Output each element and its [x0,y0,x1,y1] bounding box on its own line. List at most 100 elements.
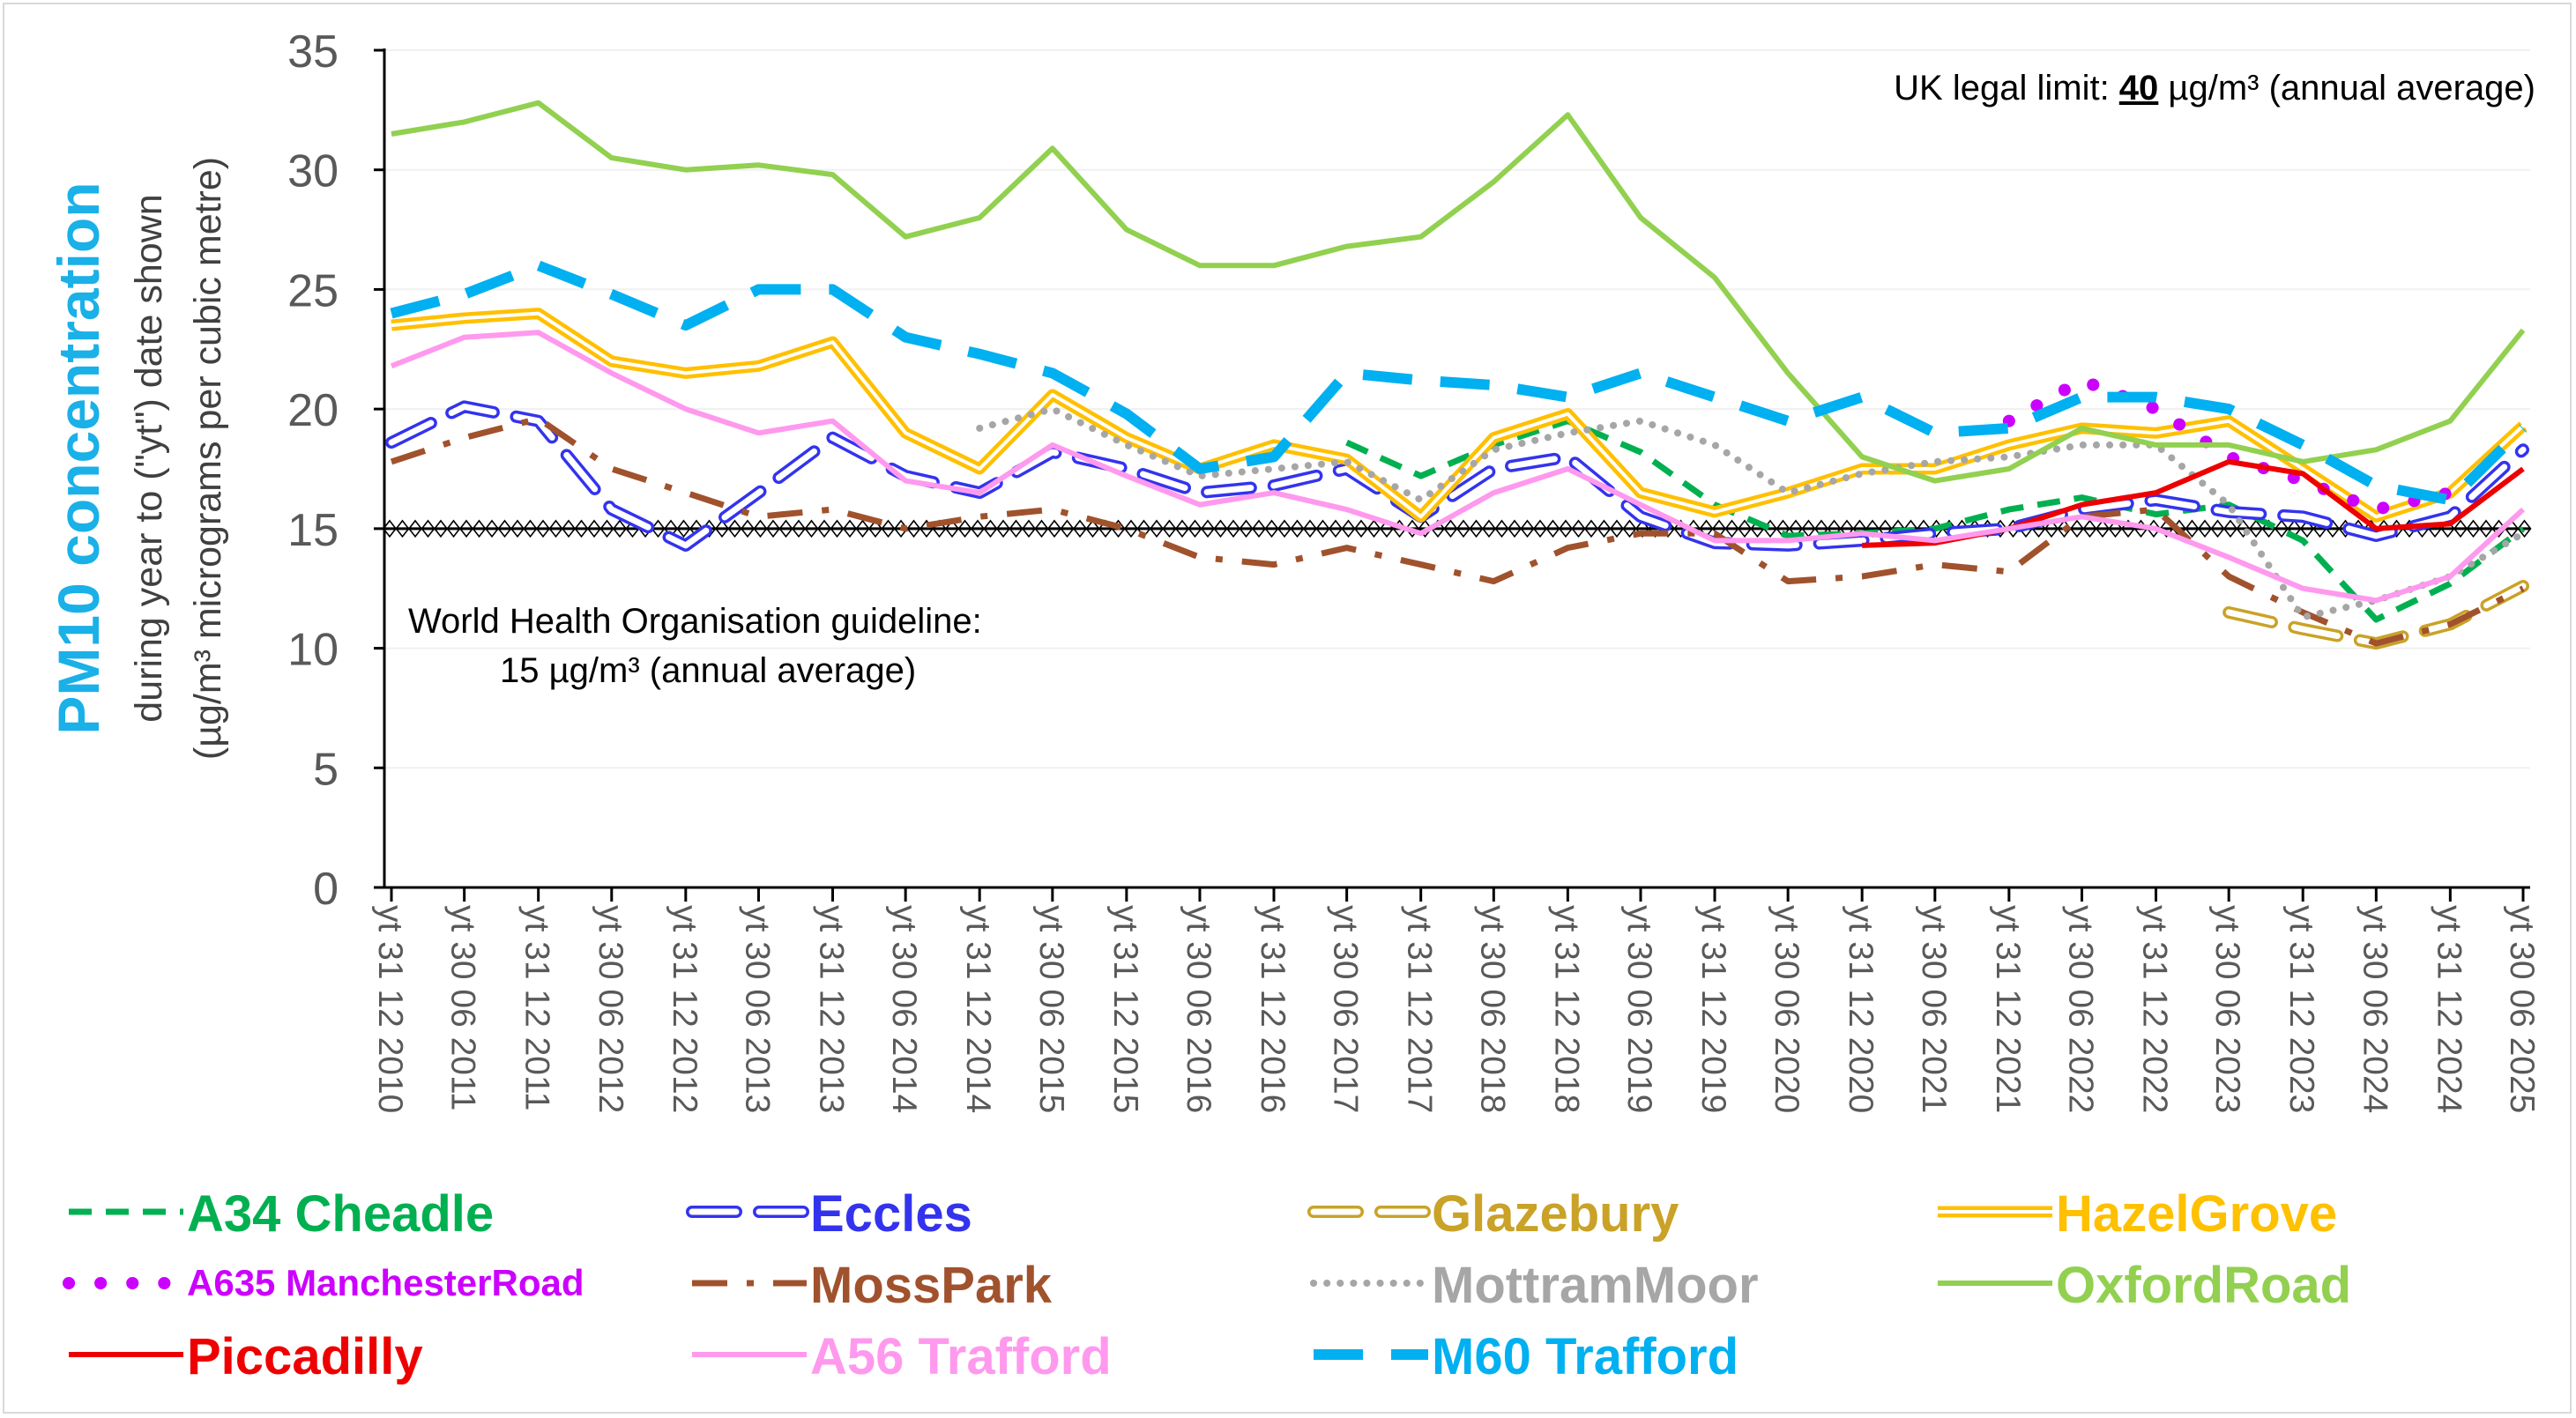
who-guideline-marker [407,519,423,538]
who-guideline-marker [1021,519,1037,538]
legend-label: A56 Trafford [810,1328,1112,1385]
legend-label: M60 Trafford [1432,1328,1738,1385]
series-line [976,405,2527,621]
who-guideline-marker [1149,519,1165,538]
legend-label: Eccles [810,1185,972,1243]
series-line [390,260,2528,506]
who-guideline-marker [2197,519,2213,538]
data-point [2155,508,2158,511]
who-guideline-marker [1494,519,1509,538]
who-guideline-marker [1558,519,1574,538]
who-guideline-marker [1251,519,1267,538]
data-point [1566,431,1569,434]
who-annotation-line2: 15 µg/m³ (annual average) [500,651,916,690]
series-mosspark [390,415,2525,647]
who-guideline-marker [1634,519,1650,538]
who-guideline-marker [497,519,512,538]
x-tick-label: yt 31 12 2011 [518,905,556,1110]
who-guideline-marker [957,519,972,538]
data-point [831,508,835,511]
who-guideline-marker [2185,519,2200,538]
uk-limit-suffix: µg/m³ (annual average) [2158,69,2535,108]
who-guideline-marker [1481,519,1497,538]
who-guideline-marker [2236,519,2251,538]
who-guideline-marker [983,519,998,538]
legend-label: OxfordRoad [2056,1257,2351,1314]
who-guideline-marker [2108,519,2123,538]
series-mottrammoor [976,405,2527,621]
data-point [2301,479,2304,483]
data-point [1345,371,1349,375]
who-guideline-marker [2248,519,2264,538]
who-guideline-marker [676,519,691,538]
who-guideline-marker [510,519,525,538]
series-eccles [385,400,2529,552]
data-point [463,436,466,440]
who-guideline-marker [906,519,921,538]
legend-item: Piccadilly [69,1328,423,1385]
who-guideline-marker [1737,519,1753,538]
data-point [1933,431,1937,434]
legend-item: A56 Trafford [692,1328,1112,1385]
who-guideline-marker [1622,519,1637,538]
series-lines [385,100,2529,650]
who-guideline-marker [523,519,538,538]
who-guideline-marker [855,519,870,538]
series-a56-trafford [390,330,2526,604]
x-tick-label: yt 30 06 2011 [444,905,482,1110]
x-tick-label: yt 31 12 2020 [1842,905,1880,1113]
who-guideline-marker [1609,519,1625,538]
x-tick-label: yt 30 06 2013 [738,905,776,1113]
who-guideline-marker [484,519,500,538]
who-guideline-marker [1353,519,1369,538]
x-tick-label: yt 31 12 2019 [1694,905,1732,1113]
who-guideline-marker [1046,519,1062,538]
x-tick-label: yt 30 06 2012 [592,905,629,1113]
who-guideline-marker [574,519,589,538]
who-guideline-marker [842,519,858,538]
x-tick-label: yt 31 12 2013 [812,905,850,1113]
legend-item: MossPark [692,1257,1053,1314]
who-guideline-marker [740,519,756,538]
who-guideline-marker [1200,519,1216,538]
who-guideline-marker [1290,519,1305,538]
x-tick-label: yt 30 06 2023 [2208,905,2246,1113]
x-tick-label: yt 31 12 2021 [1989,905,2027,1113]
who-guideline-marker [778,519,793,538]
x-tick-label: yt 30 06 2025 [2503,905,2541,1113]
who-guideline-marker [382,519,398,538]
series-line [1345,418,2526,623]
who-guideline-marker [446,519,461,538]
legend-item: M60 Trafford [1314,1328,1738,1385]
who-annotation-line1: World Health Organisation guideline: [408,602,982,641]
x-tick-label: yt 30 06 2014 [885,905,923,1113]
y-tick-labels: 0 5 10 15 20 25 30 35 [287,26,339,915]
legend-item: A34 Cheadle [69,1185,494,1243]
who-guideline-marker [535,519,551,538]
who-guideline-marker [830,519,845,538]
who-guideline-marker [816,519,832,538]
who-guideline-marker [1174,519,1190,538]
who-guideline-marker [2095,519,2111,538]
who-guideline-marker [1034,519,1049,538]
uk-limit-value: 40 [2119,69,2159,108]
x-tick-label: yt 31 12 2016 [1254,905,1292,1113]
x-tick-label: yt 31 12 2014 [959,905,997,1113]
data-point [2081,396,2084,399]
legend-item: Glazebury [1307,1185,1679,1243]
data-point [2007,455,2011,458]
data-point [463,293,466,296]
data-point [1051,508,1054,511]
who-guideline-marker [1187,519,1202,538]
who-guideline-marker [753,519,768,538]
series-line-inner [388,403,2527,549]
series-a34-cheadle [1345,418,2526,623]
who-guideline-marker [2517,519,2532,538]
legend-label: HazelGrove [2056,1185,2337,1243]
who-guideline-marker [472,519,487,538]
who-guideline-marker [1456,519,1471,538]
axes [374,48,2530,902]
y-tick-label: 10 [287,625,339,676]
data-point [1492,383,1495,387]
